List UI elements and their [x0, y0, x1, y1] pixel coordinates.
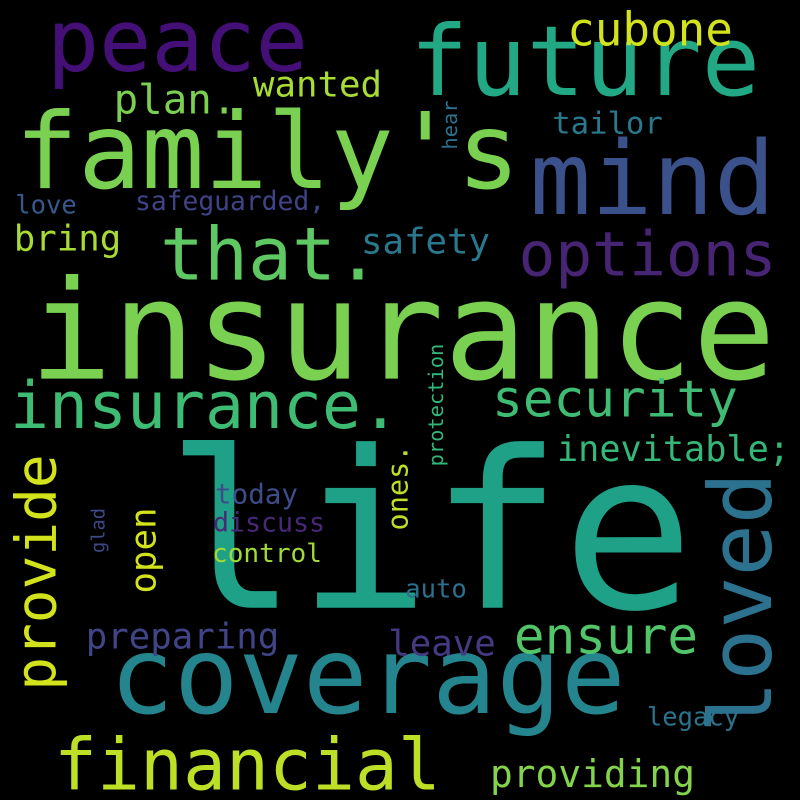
word-legacy: legacy	[646, 702, 740, 733]
word-tailor: tailor	[552, 106, 663, 142]
word-today: today	[215, 478, 298, 511]
word-future: future	[409, 5, 761, 119]
word-mind: mind	[529, 119, 776, 239]
word-financial: financial	[54, 723, 441, 800]
word-plan: plan.	[113, 75, 237, 124]
word-auto: auto	[405, 574, 467, 605]
word-bring: bring	[13, 218, 122, 260]
word-coverage: coverage	[109, 614, 626, 739]
word-glad: glad	[88, 508, 110, 553]
word-control: control	[212, 538, 322, 569]
word-safety: safety	[361, 221, 490, 263]
word-that: that.	[160, 212, 380, 298]
word-provide: provide	[4, 454, 70, 691]
word-preparing: preparing	[85, 616, 280, 658]
word-cubone: cubone	[567, 2, 733, 57]
word-providing: providing	[490, 752, 695, 797]
word-loved: loved	[691, 471, 793, 734]
word-life: life	[165, 403, 695, 660]
word-ensure: ensure	[513, 607, 699, 667]
word-leave: leave	[388, 623, 496, 665]
word-security: security	[492, 370, 738, 430]
word-inevitable: inevitable;	[557, 428, 790, 470]
word-open: open	[123, 507, 165, 594]
word-discuss: discuss	[213, 507, 325, 539]
word-love: love	[15, 190, 77, 221]
word-insurance-dot: insurance.	[10, 369, 400, 445]
word-peace: peace	[46, 0, 309, 93]
word-wanted: wanted	[253, 64, 382, 106]
word-options: options	[518, 219, 777, 291]
word-safeguarded: safeguarded,	[135, 186, 325, 217]
word-ones: ones.	[380, 444, 415, 531]
word-familys: family's	[15, 91, 520, 214]
word-hear: hear	[437, 100, 462, 150]
word-insurance: insurance	[29, 251, 776, 412]
word-protection: protection	[423, 343, 448, 467]
